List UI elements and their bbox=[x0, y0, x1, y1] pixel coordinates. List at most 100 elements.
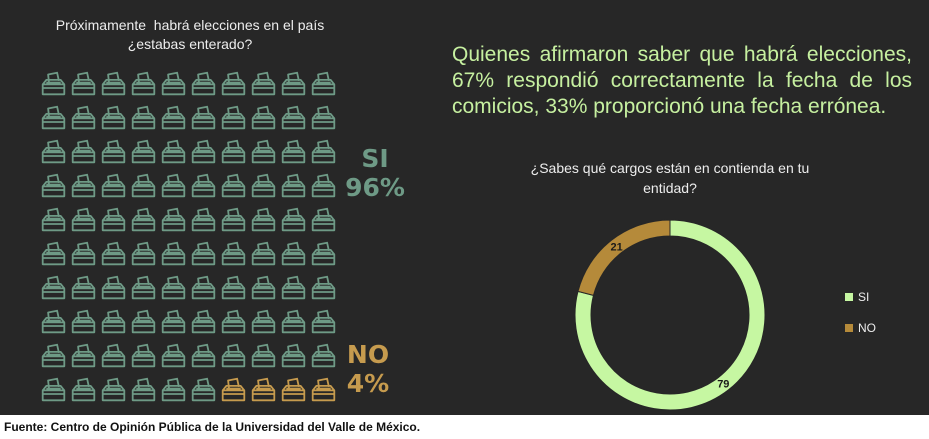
ballot-box-icon bbox=[248, 338, 278, 372]
no-percent: 4% bbox=[346, 369, 390, 398]
ballot-box-icon bbox=[38, 134, 68, 168]
ballot-box-icon bbox=[278, 134, 308, 168]
ballot-box-icon bbox=[278, 304, 308, 338]
ballot-box-icon bbox=[278, 372, 308, 406]
question-awareness-line2: ¿estabas enterado? bbox=[127, 36, 253, 52]
infographic-panel: Próximamente habrá elecciones en el país… bbox=[0, 0, 929, 415]
ballot-box-icon bbox=[308, 304, 338, 338]
ballot-box-icon bbox=[218, 372, 248, 406]
offices-donut-chart: 79 21 bbox=[574, 219, 766, 411]
ballot-box-icon bbox=[68, 66, 98, 100]
ballot-box-icon bbox=[128, 372, 158, 406]
donut-data-label-si: 79 bbox=[717, 379, 729, 391]
ballot-box-icon bbox=[158, 202, 188, 236]
donut-slice-no bbox=[577, 219, 671, 296]
ballot-box-icon bbox=[68, 202, 98, 236]
question-awareness: Próximamente habrá elecciones en el país… bbox=[10, 16, 370, 54]
si-label: SI bbox=[361, 144, 389, 173]
legend-item-no: NO bbox=[845, 319, 876, 336]
election-date-statement: Quienes afirmaron saber que habrá elecci… bbox=[452, 43, 912, 118]
ballot-box-icon bbox=[38, 372, 68, 406]
ballot-box-icon bbox=[308, 270, 338, 304]
ballot-box-icon bbox=[308, 202, 338, 236]
ballot-box-icon bbox=[68, 134, 98, 168]
ballot-box-icon bbox=[188, 134, 218, 168]
ballot-box-icon bbox=[128, 236, 158, 270]
ballot-box-icon bbox=[158, 270, 188, 304]
ballot-box-icon bbox=[38, 100, 68, 134]
ballot-box-icon bbox=[38, 202, 68, 236]
ballot-box-icon bbox=[308, 236, 338, 270]
ballot-box-icon bbox=[188, 100, 218, 134]
ballot-box-icon bbox=[248, 100, 278, 134]
ballot-box-icon bbox=[278, 66, 308, 100]
ballot-box-icon bbox=[188, 270, 218, 304]
ballot-box-icon bbox=[128, 202, 158, 236]
ballot-box-icon bbox=[188, 338, 218, 372]
ballot-box-icon bbox=[218, 100, 248, 134]
legend-swatch bbox=[845, 323, 853, 332]
ballot-box-icon bbox=[158, 338, 188, 372]
ballot-box-icon bbox=[218, 66, 248, 100]
ballot-box-icon bbox=[248, 66, 278, 100]
ballot-box-icon bbox=[128, 100, 158, 134]
ballot-box-icon bbox=[218, 202, 248, 236]
ballot-box-icon bbox=[128, 338, 158, 372]
ballot-box-icon bbox=[128, 66, 158, 100]
ballot-box-icon bbox=[68, 100, 98, 134]
ballot-box-icon bbox=[308, 372, 338, 406]
ballot-box-icon bbox=[98, 236, 128, 270]
ballot-box-icon bbox=[68, 372, 98, 406]
ballot-box-icon bbox=[188, 236, 218, 270]
ballot-box-icon bbox=[248, 236, 278, 270]
ballot-pictogram bbox=[38, 66, 338, 406]
ballot-box-icon bbox=[158, 66, 188, 100]
ballot-box-icon bbox=[158, 304, 188, 338]
ballot-box-icon bbox=[308, 338, 338, 372]
ballot-box-icon bbox=[158, 168, 188, 202]
ballot-box-icon bbox=[218, 168, 248, 202]
ballot-box-icon bbox=[248, 168, 278, 202]
ballot-box-icon bbox=[248, 202, 278, 236]
ballot-box-icon bbox=[278, 100, 308, 134]
ballot-box-icon bbox=[68, 168, 98, 202]
question-offices-line2: entidad? bbox=[643, 180, 697, 196]
ballot-box-icon bbox=[218, 270, 248, 304]
ballot-box-icon bbox=[38, 304, 68, 338]
legend-label: NO bbox=[858, 320, 876, 335]
ballot-box-icon bbox=[98, 134, 128, 168]
ballot-box-icon bbox=[308, 66, 338, 100]
ballot-box-icon bbox=[278, 168, 308, 202]
donut-slice-si bbox=[574, 219, 766, 411]
ballot-box-icon bbox=[188, 304, 218, 338]
ballot-box-icon bbox=[98, 66, 128, 100]
ballot-box-icon bbox=[158, 372, 188, 406]
legend-swatch bbox=[845, 292, 853, 301]
source-footer: Fuente: Centro de Opinión Pública de la … bbox=[4, 420, 421, 434]
si-percent: 96% bbox=[345, 173, 405, 202]
ballot-box-icon bbox=[68, 338, 98, 372]
ballot-box-icon bbox=[98, 304, 128, 338]
ballot-box-icon bbox=[158, 100, 188, 134]
ballot-box-icon bbox=[158, 134, 188, 168]
question-awareness-line1: Próximamente habrá elecciones en el país bbox=[55, 17, 325, 33]
ballot-box-icon bbox=[248, 270, 278, 304]
ballot-box-icon bbox=[188, 66, 218, 100]
ballot-box-icon bbox=[248, 372, 278, 406]
ballot-box-icon bbox=[68, 304, 98, 338]
ballot-box-icon bbox=[248, 134, 278, 168]
ballot-box-icon bbox=[188, 372, 218, 406]
ballot-box-icon bbox=[218, 304, 248, 338]
ballot-box-icon bbox=[248, 304, 278, 338]
ballot-box-icon bbox=[68, 270, 98, 304]
ballot-box-icon bbox=[158, 236, 188, 270]
ballot-box-icon bbox=[98, 372, 128, 406]
ballot-box-icon bbox=[308, 100, 338, 134]
ballot-box-icon bbox=[218, 134, 248, 168]
ballot-box-icon bbox=[308, 134, 338, 168]
ballot-box-icon bbox=[98, 338, 128, 372]
ballot-box-icon bbox=[38, 168, 68, 202]
ballot-box-icon bbox=[128, 270, 158, 304]
ballot-box-icon bbox=[38, 270, 68, 304]
legend-label: SI bbox=[858, 289, 870, 304]
